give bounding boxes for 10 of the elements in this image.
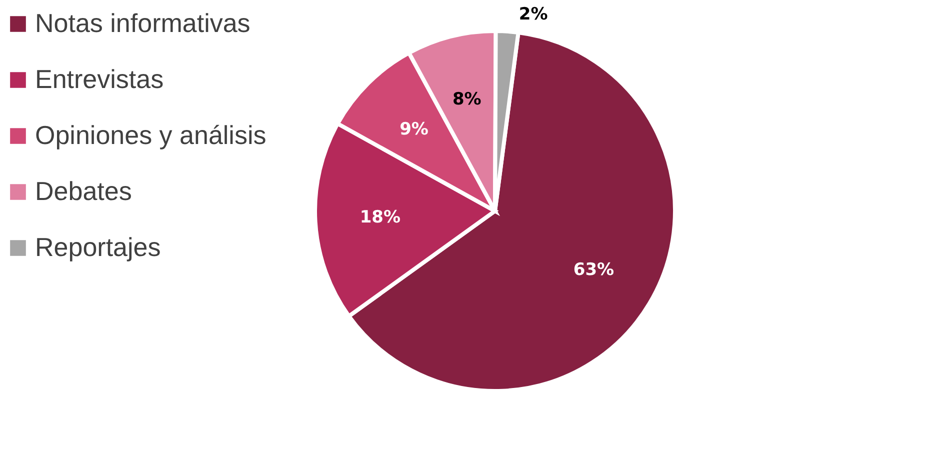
legend-label: Reportajes xyxy=(35,232,161,262)
data-label: 18% xyxy=(360,208,401,228)
legend-label: Notas informativas xyxy=(35,8,250,38)
legend-label: Opiniones y análisis xyxy=(35,120,266,150)
data-label: 63% xyxy=(573,260,614,280)
data-label: 2% xyxy=(518,4,548,25)
legend-label: Entrevistas xyxy=(35,64,164,94)
legend-label: Debates xyxy=(35,176,132,206)
data-label: 9% xyxy=(400,119,428,140)
data-label: 8% xyxy=(452,89,482,110)
